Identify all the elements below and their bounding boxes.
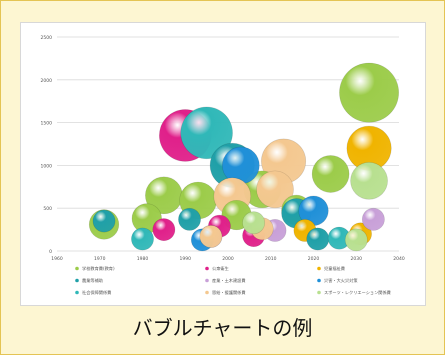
bubble-series bbox=[88, 62, 399, 252]
legend-swatch bbox=[317, 290, 321, 295]
grid-lines bbox=[57, 36, 399, 252]
legend-swatch bbox=[75, 278, 79, 283]
x-axis-tick-labels: 1960 1970 1980 1990 2000 2010 2020 2030 2040 bbox=[51, 256, 405, 262]
legend-swatch bbox=[317, 278, 321, 283]
y-axis-tick-labels: 0 500 1000 1500 2000 2500 bbox=[41, 35, 53, 255]
x-tick-label: 1990 bbox=[180, 256, 192, 262]
bubble-point bbox=[131, 227, 154, 251]
y-tick-label: 2000 bbox=[41, 78, 53, 84]
bubble-point bbox=[242, 211, 266, 235]
y-tick-label: 2500 bbox=[41, 35, 53, 41]
bubble-point bbox=[256, 170, 294, 209]
legend-swatch bbox=[205, 278, 209, 283]
legend-label: 社会保障関係費 bbox=[82, 289, 111, 296]
bubble-point bbox=[344, 228, 368, 252]
legend-label: 児童福祉費 bbox=[324, 265, 345, 272]
legend-label: スポーツ・レクリエーション関係費 bbox=[324, 289, 391, 296]
y-tick-label: 500 bbox=[43, 206, 52, 212]
bubble-point bbox=[199, 225, 223, 248]
bubble-point bbox=[152, 218, 176, 242]
legend-label: 災害・大火災対策 bbox=[324, 277, 358, 284]
x-tick-label: 2000 bbox=[222, 256, 234, 262]
bubble-point bbox=[306, 227, 330, 251]
bubble-point bbox=[311, 155, 350, 193]
x-tick-label: 1980 bbox=[137, 256, 149, 262]
x-tick-label: 2030 bbox=[351, 256, 363, 262]
y-tick-label: 1500 bbox=[41, 121, 53, 127]
legend-label: 産業・土木建設費 bbox=[212, 277, 246, 284]
x-tick-label: 2020 bbox=[308, 256, 320, 262]
legend-swatch bbox=[75, 266, 79, 271]
x-tick-label: 1970 bbox=[94, 256, 106, 262]
bubble-point bbox=[180, 106, 233, 160]
bubble-point bbox=[350, 162, 388, 200]
x-tick-label: 2010 bbox=[265, 256, 277, 262]
x-tick-label: 2040 bbox=[393, 256, 405, 262]
legend-label: 公衆衛生 bbox=[212, 265, 229, 272]
legend-swatch bbox=[205, 266, 209, 271]
legend-swatch bbox=[75, 290, 79, 295]
y-tick-label: 1000 bbox=[41, 163, 53, 169]
bubble-point bbox=[92, 209, 116, 233]
chart-card: 0 500 1000 1500 2000 2500 1960 1970 1980 1990 200… bbox=[20, 22, 426, 306]
bubble-chart: 0 500 1000 1500 2000 2500 1960 1970 1980 1990 200… bbox=[41, 35, 405, 296]
legend-label: 学校教育費(教育) bbox=[82, 265, 115, 272]
bubble-point bbox=[339, 62, 399, 123]
x-tick-label: 1960 bbox=[51, 256, 63, 262]
legend-swatch bbox=[317, 266, 321, 271]
legend-label: 恩給・援護関係費 bbox=[212, 289, 246, 296]
chart-caption: バブルチャートの例 bbox=[132, 316, 313, 340]
y-tick-label: 0 bbox=[49, 249, 52, 255]
bubble-point bbox=[361, 207, 385, 231]
legend-label: 農業等補助 bbox=[82, 277, 103, 284]
legend-swatch bbox=[205, 290, 209, 295]
bubble-point bbox=[178, 207, 201, 231]
